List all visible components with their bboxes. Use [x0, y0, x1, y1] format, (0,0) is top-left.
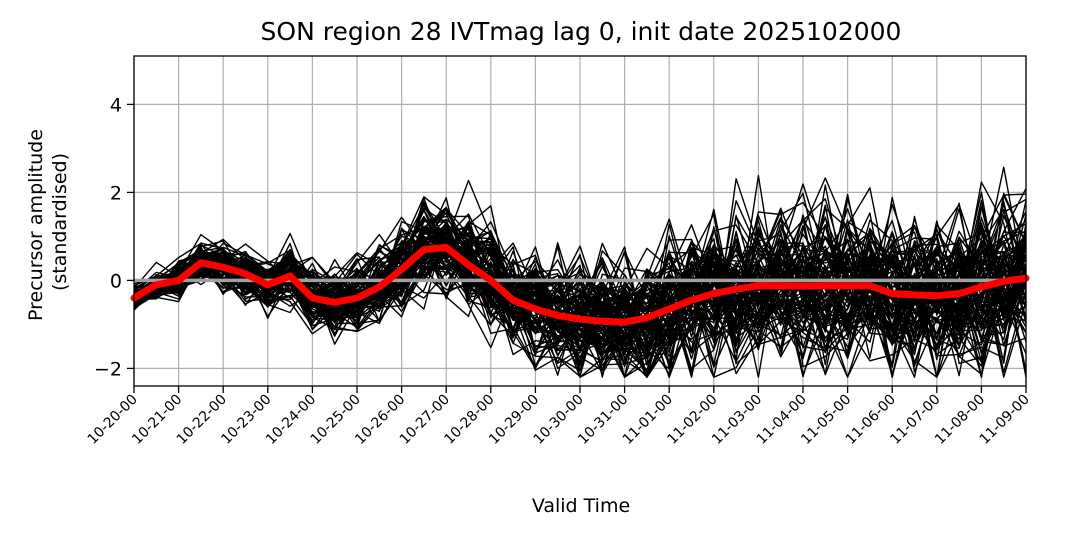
- ensemble-member-line: [133, 240, 1027, 378]
- ensemble-member-line: [133, 188, 1027, 354]
- y-tick-label: −2: [94, 358, 122, 380]
- ensemble-member-line: [133, 218, 1027, 378]
- y-tick-label: 0: [110, 270, 122, 292]
- y-axis-label-line-1: Precursor amplitude: [25, 129, 47, 321]
- y-axis-label: Precursor amplitude (standardised): [25, 123, 71, 321]
- y-axis-label-line-2: (standardised): [49, 153, 71, 291]
- ensemble-member-line: [133, 214, 1027, 378]
- ensemble-member-line: [133, 187, 1027, 348]
- ensemble-member-line: [133, 236, 1027, 378]
- x-axis-label: Valid Time: [532, 495, 630, 517]
- ensemble-member-line: [133, 192, 1027, 324]
- ensemble-member-line: [133, 228, 1027, 375]
- ensemble-mean-line: [130, 243, 1030, 326]
- chart-title: SON region 28 IVTmag lag 0, init date 20…: [261, 17, 902, 46]
- y-axis-ticks: −2 0 2 4: [94, 94, 134, 380]
- y-tick-label: 4: [110, 94, 122, 116]
- y-tick-label: 2: [110, 182, 122, 204]
- x-axis-ticks: 10-20-0010-21-0010-22-0010-23-0010-24-00…: [85, 386, 1033, 448]
